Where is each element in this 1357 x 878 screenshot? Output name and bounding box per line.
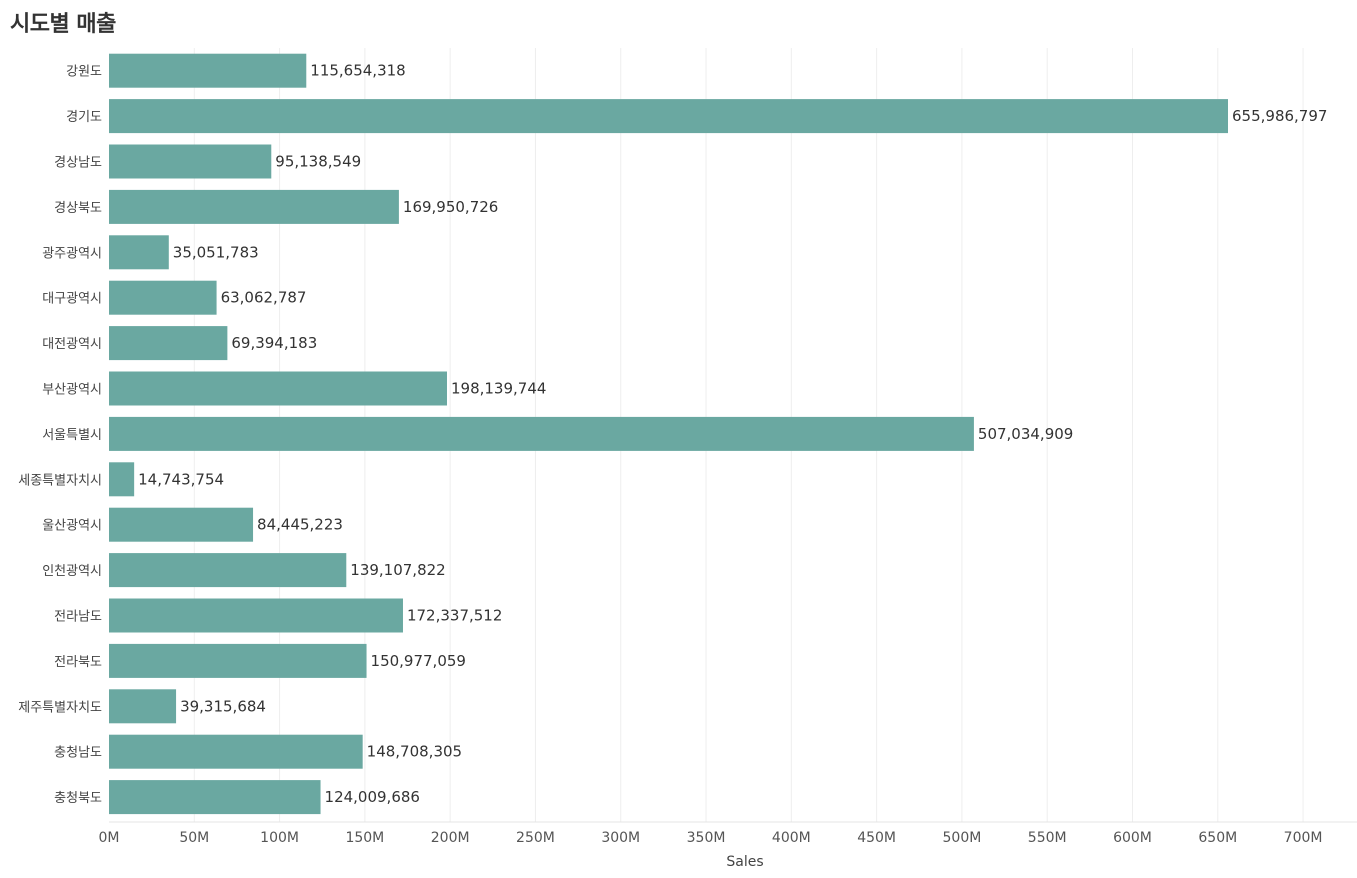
x-tick-label: 400M [772, 830, 811, 846]
x-tick-label: 50M [179, 830, 209, 846]
category-label: 충청남도 [54, 746, 102, 761]
value-label: 148,708,305 [367, 743, 462, 761]
category-label: 제주특별자치도 [18, 700, 102, 715]
bar[interactable] [109, 235, 169, 270]
bar[interactable] [109, 189, 399, 224]
x-tick-label: 0M [99, 830, 120, 846]
category-label: 충청북도 [54, 791, 102, 806]
bar[interactable] [109, 326, 228, 361]
category-label: 대전광역시 [42, 337, 102, 352]
x-tick-label: 200M [431, 830, 470, 846]
x-tick-label: 650M [1198, 830, 1237, 846]
category-label: 광주광역시 [42, 246, 102, 261]
x-tick-label: 450M [857, 830, 896, 846]
x-tick-label: 500M [943, 830, 982, 846]
value-label: 95,138,549 [275, 153, 361, 171]
category-label: 경기도 [66, 110, 102, 125]
bar[interactable] [109, 462, 135, 497]
value-labels: 115,654,318 655,986,797 95,138,549 169,950,… [138, 62, 1327, 806]
category-label: 경상남도 [54, 156, 102, 171]
value-label: 655,986,797 [1232, 107, 1327, 125]
bar[interactable] [109, 507, 254, 542]
value-label: 150,977,059 [371, 652, 466, 670]
category-label: 인천광역시 [42, 564, 102, 579]
bar[interactable] [109, 598, 403, 633]
category-label: 강원도 [66, 65, 102, 80]
value-label: 63,062,787 [221, 289, 307, 307]
bar[interactable] [109, 689, 177, 724]
bar[interactable] [109, 371, 447, 406]
category-label: 대구광역시 [42, 292, 102, 307]
x-tick-label: 300M [601, 830, 640, 846]
category-label: 전라북도 [54, 655, 102, 670]
x-tick-label: 700M [1284, 830, 1323, 846]
value-label: 169,950,726 [403, 198, 498, 216]
bar[interactable] [109, 280, 217, 315]
bar[interactable] [109, 734, 363, 769]
value-label: 14,743,754 [138, 470, 224, 488]
chart-title: 시도별 매출 [10, 12, 116, 37]
category-label: 서울특별시 [42, 428, 102, 443]
category-label: 울산광역시 [42, 519, 102, 534]
value-label: 124,009,686 [325, 788, 420, 806]
category-label: 부산광역시 [42, 383, 102, 398]
category-label: 경상북도 [54, 201, 102, 216]
x-tick-label: 100M [260, 830, 299, 846]
bar[interactable] [109, 416, 974, 451]
bar[interactable] [109, 780, 321, 815]
x-tick-label: 350M [687, 830, 726, 846]
category-labels: 강원도경기도경상남도경상북도광주광역시대구광역시대전광역시부산광역시서울특별시세… [18, 65, 102, 806]
bars [109, 53, 1228, 815]
value-label: 507,034,909 [978, 425, 1073, 443]
x-axis-title: Sales [726, 854, 763, 870]
bar[interactable] [109, 144, 272, 179]
bar[interactable] [109, 643, 367, 678]
x-tick-label: 250M [516, 830, 555, 846]
x-tick-label: 600M [1113, 830, 1152, 846]
bar[interactable] [109, 53, 307, 88]
category-label: 전라남도 [54, 610, 102, 625]
value-label: 139,107,822 [350, 561, 445, 579]
x-tick-label: 550M [1028, 830, 1067, 846]
value-label: 115,654,318 [310, 62, 405, 80]
value-label: 35,051,783 [173, 243, 259, 261]
value-label: 172,337,512 [407, 607, 502, 625]
bar[interactable] [109, 99, 1228, 134]
value-label: 69,394,183 [231, 334, 317, 352]
value-label: 84,445,223 [257, 516, 343, 534]
value-label: 39,315,684 [180, 697, 266, 715]
x-tick-label: 150M [345, 830, 384, 846]
value-label: 198,139,744 [451, 380, 546, 398]
category-label: 세종특별자치시 [18, 473, 102, 488]
x-axis-ticks: 0M 50M 100M 150M 200M 250M 300M 350M 400M 450M 500… [99, 830, 1323, 846]
bar[interactable] [109, 553, 347, 588]
